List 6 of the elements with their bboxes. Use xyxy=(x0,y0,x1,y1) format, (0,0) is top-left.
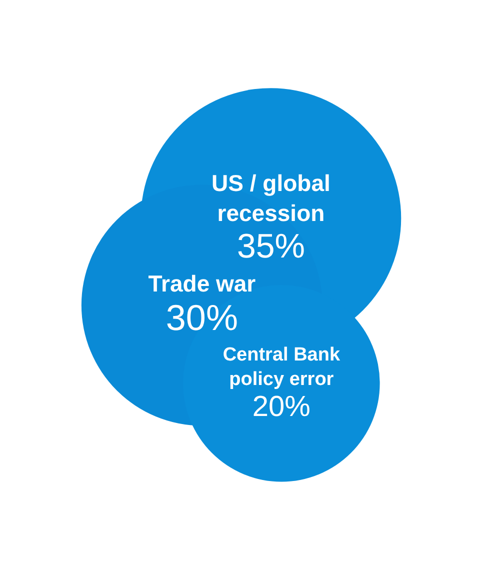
data-label: 35% xyxy=(236,227,306,266)
category-label: US / global recession xyxy=(212,170,330,226)
data-label: 30% xyxy=(166,297,238,338)
category-label: Trade war xyxy=(148,270,256,297)
data-label: 20% xyxy=(252,391,310,424)
category-label: Central Bank policy error xyxy=(222,344,340,390)
